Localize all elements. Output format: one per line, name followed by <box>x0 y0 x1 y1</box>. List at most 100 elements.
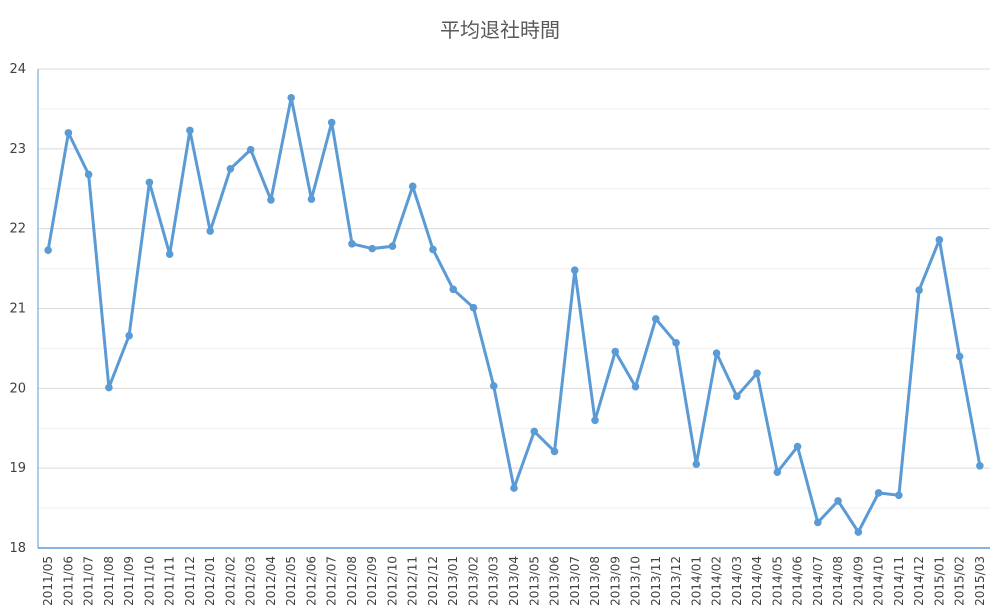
data-point <box>64 129 73 137</box>
data-point <box>672 339 680 347</box>
data-point <box>976 461 984 470</box>
x-tick-label: 2014/04 <box>750 556 764 606</box>
data-point <box>611 347 620 356</box>
x-tick-label: 2011/10 <box>142 556 156 606</box>
data-point <box>429 245 437 254</box>
data-point <box>449 285 458 294</box>
data-point <box>712 349 721 358</box>
data-point <box>489 382 498 390</box>
y-axis: 18 19 20 21 22 23 24 <box>9 62 39 556</box>
y-tick-label: 18 <box>9 541 26 556</box>
data-point <box>854 528 863 536</box>
x-tick-label: 2014/09 <box>851 556 865 606</box>
data-point <box>145 178 154 187</box>
data-point <box>834 497 842 505</box>
data-point <box>206 227 214 235</box>
x-tick-label: 2012/11 <box>406 556 420 606</box>
y-tick-label: 23 <box>9 142 26 157</box>
x-tick-label: 2014/02 <box>710 556 724 606</box>
data-point <box>591 416 599 425</box>
x-tick-label: 2011/05 <box>41 556 55 606</box>
x-tick-label: 2012/12 <box>426 556 440 606</box>
y-tick-label: 22 <box>9 222 26 237</box>
x-tick-label: 2012/05 <box>284 556 298 606</box>
data-point <box>874 489 883 497</box>
x-tick-label: 2014/08 <box>831 556 845 606</box>
data-point <box>368 244 377 253</box>
data-point <box>570 266 579 274</box>
data-points <box>44 93 984 536</box>
x-tick-label: 2013/09 <box>608 556 622 606</box>
x-tick-label: 2012/06 <box>304 556 318 606</box>
data-point <box>469 303 478 312</box>
data-point <box>327 118 336 127</box>
data-point <box>814 518 822 527</box>
chart-title: 平均退社時間 <box>440 18 560 42</box>
x-tick-label: 2014/03 <box>730 556 744 606</box>
x-tick-label: 2014/07 <box>811 556 825 606</box>
x-tick-label: 2015/01 <box>932 556 946 606</box>
x-tick-label: 2011/06 <box>61 556 75 606</box>
x-tick-label: 2015/03 <box>973 556 987 606</box>
data-point <box>246 145 255 154</box>
data-point <box>408 182 417 191</box>
x-tick-label: 2011/08 <box>102 556 116 606</box>
x-tick-label: 2011/12 <box>183 556 197 606</box>
data-point <box>307 195 316 203</box>
data-point <box>955 352 964 361</box>
data-point <box>287 93 295 102</box>
data-point <box>186 126 194 135</box>
data-point <box>530 427 539 436</box>
data-point <box>510 484 518 492</box>
grid-lines <box>38 68 990 509</box>
data-point <box>84 170 93 179</box>
x-tick-label: 2015/02 <box>953 556 967 606</box>
data-point <box>651 315 660 323</box>
data-point <box>692 460 701 468</box>
y-tick-label: 19 <box>9 461 26 476</box>
x-tick-label: 2013/02 <box>466 556 480 606</box>
x-tick-label: 2014/05 <box>770 556 784 606</box>
data-point <box>44 246 52 255</box>
data-point <box>550 447 559 456</box>
data-point <box>793 442 802 451</box>
data-point <box>753 369 761 377</box>
x-tick-label: 2013/03 <box>487 556 501 606</box>
x-tick-label: 2014/10 <box>872 556 886 606</box>
series-line <box>46 96 982 534</box>
data-point <box>631 382 640 391</box>
x-tick-label: 2012/10 <box>385 556 399 606</box>
data-point <box>915 286 923 294</box>
data-point <box>267 196 275 204</box>
x-tick-label: 2012/01 <box>203 556 217 606</box>
x-tick-label: 2012/07 <box>325 556 339 606</box>
x-tick-label: 2011/11 <box>163 556 177 606</box>
data-point <box>165 250 174 259</box>
x-axis: 2011/05 2011/06 2011/07 2011/08 2011/09 2011/… <box>38 547 990 606</box>
data-point <box>773 468 782 476</box>
x-tick-label: 2013/06 <box>548 556 562 606</box>
x-tick-label: 2014/11 <box>892 556 906 606</box>
x-tick-label: 2014/01 <box>689 556 703 606</box>
data-point <box>895 491 903 500</box>
data-point <box>348 240 356 248</box>
data-point <box>125 331 133 340</box>
x-tick-label: 2013/01 <box>446 556 460 606</box>
data-point <box>226 164 235 173</box>
x-tick-label: 2012/03 <box>244 556 258 606</box>
data-point <box>105 383 113 392</box>
x-tick-label: 2013/12 <box>669 556 683 606</box>
x-tick-label: 2014/06 <box>791 556 805 606</box>
series-polyline <box>46 96 982 534</box>
data-point <box>935 236 944 244</box>
y-tick-label: 21 <box>9 302 26 317</box>
y-tick-label: 24 <box>9 62 26 77</box>
x-tick-label: 2012/08 <box>345 556 359 606</box>
x-tick-label: 2013/04 <box>507 556 521 606</box>
x-tick-label: 2012/02 <box>223 556 237 606</box>
x-tick-label: 2014/12 <box>912 556 926 606</box>
x-tick-label: 2013/11 <box>649 556 663 606</box>
data-point <box>388 242 397 251</box>
x-tick-label: 2011/07 <box>82 556 96 606</box>
